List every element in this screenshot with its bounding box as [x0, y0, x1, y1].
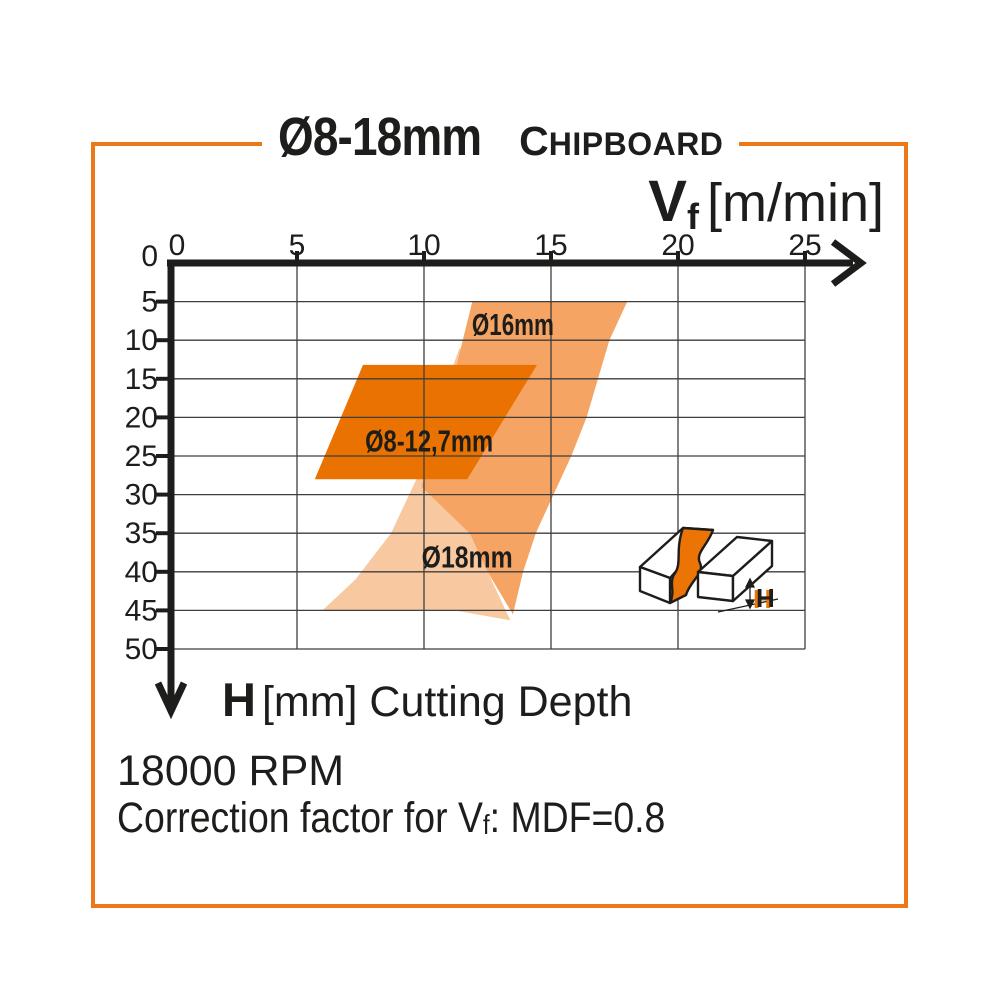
- y-tick-label-0: 0: [141, 240, 158, 273]
- gridlines: [170, 263, 806, 650]
- dimension-arrow-up: [744, 577, 756, 588]
- title-diameter-range: Ø8-18mm: [278, 107, 482, 167]
- band-18-label: Ø18mm: [422, 539, 513, 574]
- y-tick-label-30: 30: [125, 479, 158, 512]
- band-8-127-label: Ø8-12,7mm: [365, 424, 493, 459]
- correction-note: Correction factor for Vf: MDF=0.8: [117, 794, 665, 843]
- page-title: Ø8-18mm CHIPBOARD: [262, 106, 740, 168]
- correction-suffix: : MDF=0.8: [489, 794, 666, 842]
- cut-surface: [668, 526, 715, 605]
- y-axis-unit: [mm] Cutting Depth: [261, 678, 633, 726]
- title-material: CHIPBOARD: [519, 118, 724, 164]
- band-8-127: [314, 364, 537, 480]
- dimension-arrow-down: [744, 599, 756, 610]
- y-tick-label-50: 50: [125, 633, 158, 666]
- workpiece-right-front-face: [696, 570, 735, 603]
- y-tick-label-35: 35: [125, 517, 158, 550]
- y-axis-symbol: H: [222, 673, 256, 726]
- x-tick-label-10: 10: [407, 229, 440, 262]
- x-tick-label-25: 25: [788, 229, 821, 262]
- depth-dimension-label: H: [756, 583, 775, 613]
- tick-marks: [156, 251, 807, 651]
- correction-prefix: Correction factor for V: [117, 794, 483, 842]
- x-tick-label-15: 15: [534, 229, 567, 262]
- x-tick-label-0: 0: [169, 229, 186, 262]
- x-tick-label-5: 5: [289, 229, 306, 262]
- x-axis-symbol-sub: f: [686, 196, 699, 237]
- y-tick-label-5: 5: [141, 286, 158, 319]
- y-tick-label-40: 40: [125, 556, 158, 589]
- x-tick-label-20: 20: [661, 229, 694, 262]
- x-axis-title: Vf [m/min]: [648, 168, 884, 238]
- band-16-label: Ø16mm: [472, 307, 554, 342]
- rpm-note: 18000 RPM: [117, 747, 345, 795]
- y-tick-label-10: 10: [125, 324, 158, 357]
- x-axis-symbol: V: [648, 169, 687, 234]
- band-18: [322, 347, 511, 621]
- cutting-depth-pictogram: H: [638, 526, 779, 613]
- correction-sub: f: [482, 809, 490, 840]
- y-tick-label-15: 15: [125, 363, 158, 396]
- y-tick-label-45: 45: [125, 594, 158, 627]
- workpiece-right-end-face: [731, 539, 774, 603]
- feed-bands: [314, 301, 628, 621]
- y-tick-label-25: 25: [125, 440, 158, 473]
- band-labels: Ø18mm Ø16mm Ø8-12,7mm: [365, 307, 554, 574]
- x-axis-arrow: [830, 239, 867, 287]
- axes: [154, 239, 867, 720]
- dimension-extension-line: [717, 598, 779, 613]
- y-tick-label-20: 20: [125, 401, 158, 434]
- y-axis-title: H [mm] Cutting Depth: [222, 672, 632, 727]
- y-axis-arrow: [154, 681, 188, 720]
- x-axis-unit: [m/min]: [706, 173, 884, 233]
